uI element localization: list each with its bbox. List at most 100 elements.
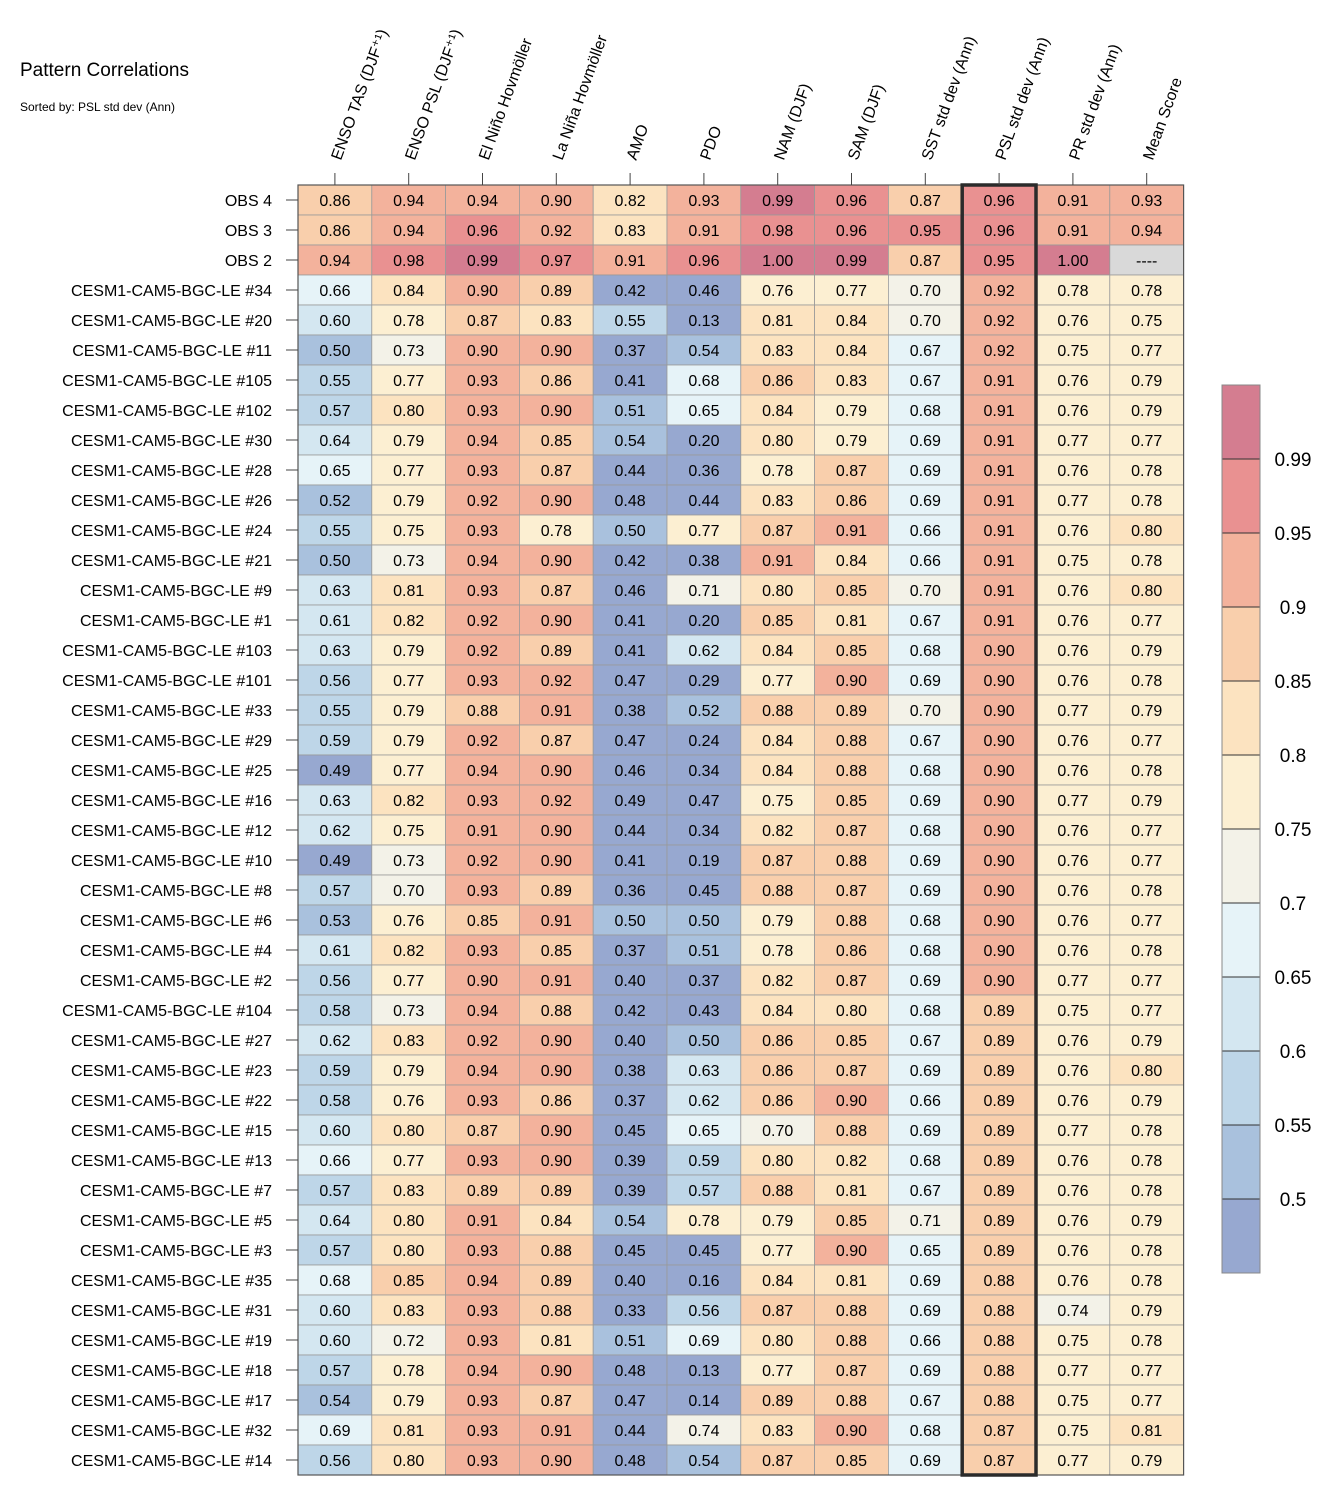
- heatmap-cell: [371, 814, 446, 846]
- cell-value-label: 0.59: [319, 733, 350, 750]
- heatmap-cell: [740, 214, 815, 246]
- heatmap-cell: [961, 1234, 1037, 1266]
- heatmap-cell: [888, 1264, 963, 1296]
- cell-value-label: 0.85: [762, 613, 793, 630]
- cell-value-label: 0.93: [467, 673, 498, 690]
- cell-value-label: 0.78: [1131, 463, 1162, 480]
- cell-value-label: 0.91: [984, 433, 1015, 450]
- heatmap-cell: [961, 1144, 1037, 1176]
- cell-value-label: 0.91: [984, 463, 1015, 480]
- heatmap-cell: [519, 484, 594, 516]
- cell-value-label: 0.76: [1057, 853, 1088, 870]
- column-label: La Niña Hovmöller: [550, 32, 611, 162]
- cell-value-label: 0.50: [688, 1033, 719, 1050]
- cell-value-label: 0.71: [910, 1213, 941, 1230]
- heatmap-cell: [519, 424, 594, 456]
- heatmap-cell: [519, 1024, 594, 1056]
- heatmap-cell: [888, 1414, 963, 1446]
- cell-value-label: 0.80: [393, 1123, 424, 1140]
- cell-value-label: 0.97: [541, 253, 572, 270]
- cell-value-label: 0.80: [393, 1243, 424, 1260]
- column-label: PDO: [698, 124, 726, 162]
- heatmap-cell: [888, 754, 963, 786]
- cell-value-label: 0.76: [1057, 733, 1088, 750]
- heatmap-cell: [814, 1054, 889, 1086]
- heatmap-cell: [740, 1084, 815, 1116]
- cell-value-label: 0.90: [984, 973, 1015, 990]
- cell-value-label: 0.92: [984, 343, 1015, 360]
- cell-value-label: 0.79: [393, 643, 424, 660]
- cell-value-label: 0.81: [836, 1273, 867, 1290]
- cell-value-label: 0.90: [984, 763, 1015, 780]
- heatmap-cell: [371, 574, 446, 606]
- cell-value-label: 0.77: [393, 973, 424, 990]
- cell-value-label: 0.77: [1057, 703, 1088, 720]
- cell-value-label: 0.84: [762, 643, 793, 660]
- colorbar-tick-label: 0.75: [1275, 820, 1312, 841]
- cell-value-label: 0.90: [541, 763, 572, 780]
- cell-value-label: 0.88: [984, 1333, 1015, 1350]
- cell-value-label: 0.88: [836, 1123, 867, 1140]
- row-label: CESM1-CAM5-BGC-LE #35: [71, 1273, 272, 1290]
- cell-value-label: 0.78: [688, 1213, 719, 1230]
- cell-value-label: 0.96: [836, 223, 867, 240]
- cell-value-label: 0.89: [984, 1123, 1015, 1140]
- cell-value-label: 0.90: [836, 1093, 867, 1110]
- cell-value-label: 0.76: [1057, 313, 1088, 330]
- cell-value-label: 0.89: [984, 1183, 1015, 1200]
- cell-value-label: 0.69: [910, 493, 941, 510]
- cell-value-label: 0.69: [910, 883, 941, 900]
- cell-value-label: 0.87: [984, 1453, 1015, 1470]
- heatmap-cell: [1109, 274, 1185, 306]
- cell-value-label: 0.77: [1057, 973, 1088, 990]
- cell-value-label: 0.95: [984, 253, 1015, 270]
- cell-value-label: 0.45: [615, 1243, 646, 1260]
- cell-value-label: 0.80: [762, 1333, 793, 1350]
- cell-value-label: 0.68: [910, 403, 941, 420]
- cell-value-label: 0.66: [910, 1093, 941, 1110]
- cell-value-label: 0.90: [984, 883, 1015, 900]
- cell-value-label: 0.80: [762, 433, 793, 450]
- heatmap-cell: [666, 1354, 742, 1386]
- cell-value-label: 0.93: [467, 1153, 498, 1170]
- cell-value-label: 0.64: [319, 433, 350, 450]
- heatmap-cell: [1035, 334, 1111, 366]
- cell-value-label: 0.77: [1131, 1003, 1162, 1020]
- cell-value-label: 0.68: [910, 1003, 941, 1020]
- cell-value-label: 0.40: [615, 1033, 646, 1050]
- cell-value-label: 0.73: [393, 553, 424, 570]
- cell-value-label: 0.58: [319, 1093, 350, 1110]
- heatmap-cell: [740, 544, 815, 576]
- cell-value-label: 0.88: [836, 1333, 867, 1350]
- cell-value-label: 0.86: [762, 373, 793, 390]
- cell-value-label: 0.76: [1057, 1063, 1088, 1080]
- cell-value-label: 0.91: [688, 223, 719, 240]
- cell-value-label: 0.90: [541, 1153, 572, 1170]
- heatmap-cell: [297, 754, 373, 786]
- colorbar-segment: [1222, 755, 1260, 829]
- cell-value-label: 0.85: [836, 1453, 867, 1470]
- column-label: SST std dev (Ann): [919, 34, 980, 162]
- cell-value-label: 0.79: [762, 913, 793, 930]
- cell-value-label: 0.77: [1131, 1393, 1162, 1410]
- heatmap-cell: [740, 334, 815, 366]
- heatmap-cell: [592, 304, 668, 336]
- heatmap-cell: [888, 994, 963, 1026]
- heatmap-cell: [1035, 874, 1111, 906]
- heatmap-cell: [1109, 904, 1185, 936]
- heatmap-cell: [445, 664, 520, 696]
- heatmap-cell: [1035, 694, 1111, 726]
- heatmap-cell: [814, 1144, 889, 1176]
- row-label: CESM1-CAM5-BGC-LE #104: [62, 1003, 272, 1020]
- cell-value-label: 0.63: [319, 643, 350, 660]
- heatmap-cell: [1109, 784, 1185, 816]
- cell-value-label: 0.74: [688, 1423, 719, 1440]
- cell-value-label: 0.93: [467, 943, 498, 960]
- cell-value-label: 0.50: [615, 523, 646, 540]
- cell-value-label: 0.87: [836, 973, 867, 990]
- cell-value-label: 0.76: [1057, 883, 1088, 900]
- colorbar-segment: [1222, 385, 1260, 459]
- cell-value-label: 0.87: [910, 193, 941, 210]
- row-label: OBS 4: [225, 193, 272, 210]
- heatmap-cell: [1109, 844, 1185, 876]
